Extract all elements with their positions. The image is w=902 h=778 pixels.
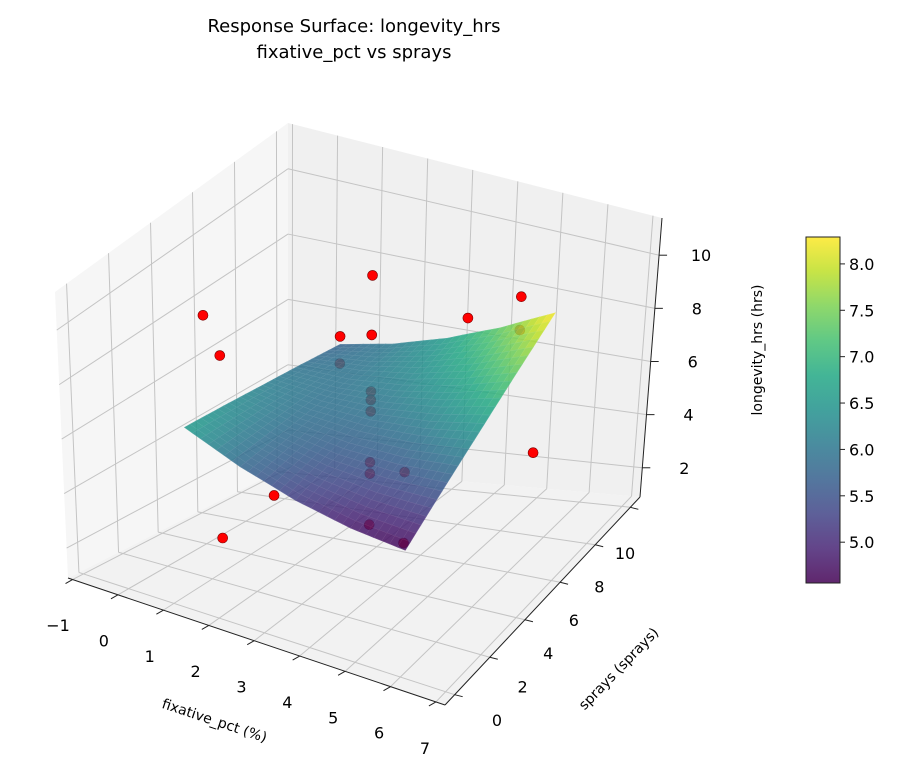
colorbar: 5.0 5.5 6.0 6.5 7.0 7.5 8.0	[806, 237, 874, 583]
data-point	[269, 490, 279, 500]
x-tick-label: 0	[99, 631, 109, 650]
y-tick-label: 6	[569, 611, 579, 630]
data-point	[198, 310, 208, 320]
chart-subtitle: fixative_pct vs sprays	[257, 42, 452, 63]
x-tick-label: 6	[374, 724, 384, 743]
x-tick-mark	[338, 671, 345, 675]
colorbar-tick-label: 6.5	[849, 394, 874, 413]
x-tick-label: −1	[46, 616, 70, 635]
colorbar-tick-label: 6.0	[849, 440, 874, 459]
z-tick-label: 6	[688, 352, 698, 371]
x-tick-mark	[383, 687, 390, 691]
x-axis-label: fixative_pct (%)	[160, 696, 269, 746]
x-tick-mark	[202, 625, 209, 629]
y-tick-label: 2	[518, 678, 528, 697]
x-tick-mark	[247, 641, 254, 645]
x-tick-mark	[429, 702, 436, 706]
data-point	[215, 351, 225, 361]
colorbar-tick-label: 7.0	[849, 348, 874, 367]
data-point	[516, 292, 526, 302]
data-point	[367, 330, 377, 340]
y-tick-mark	[490, 657, 498, 659]
z-tick-label: 8	[692, 299, 702, 318]
x-tick-mark	[156, 610, 163, 614]
data-point	[335, 331, 345, 341]
y-tick-label: 4	[543, 644, 553, 663]
data-point	[368, 270, 378, 280]
x-tick-mark	[293, 656, 300, 660]
x-tick-label: 3	[236, 678, 246, 697]
y-tick-mark	[560, 582, 568, 584]
colorbar-tick-label: 5.0	[849, 533, 874, 552]
y-tick-label: 0	[492, 711, 502, 730]
z-tick-label: 4	[683, 406, 693, 425]
colorbar-gradient	[806, 237, 840, 583]
x-tick-label: 1	[145, 647, 155, 666]
x-tick-mark	[111, 595, 118, 599]
data-point	[463, 313, 473, 323]
chart-title: Response Surface: longevity_hrs	[207, 16, 500, 37]
z-tick-label: 2	[679, 459, 689, 478]
data-point	[528, 448, 538, 458]
y-tick-label: 8	[594, 577, 604, 596]
y-tick-label: 10	[615, 544, 635, 563]
x-tick-label: 4	[282, 693, 292, 712]
y-tick-mark	[595, 545, 603, 547]
x-tick-mark	[66, 580, 73, 584]
colorbar-tick-label: 5.5	[849, 487, 874, 506]
y-axis-label: sprays (sprays)	[576, 625, 662, 713]
x-tick-label: 7	[420, 739, 430, 758]
y-tick-mark	[455, 695, 463, 697]
colorbar-tick-label: 8.0	[849, 255, 874, 274]
z-axis-label: longevity_hrs (hrs)	[750, 285, 766, 416]
z-tick-label: 10	[691, 246, 711, 265]
x-tick-label: 5	[328, 708, 338, 727]
x-tick-label: 2	[191, 662, 201, 681]
data-point	[218, 533, 228, 543]
colorbar-tick-label: 7.5	[849, 301, 874, 320]
y-tick-mark	[630, 507, 638, 509]
y-tick-mark	[525, 620, 533, 622]
